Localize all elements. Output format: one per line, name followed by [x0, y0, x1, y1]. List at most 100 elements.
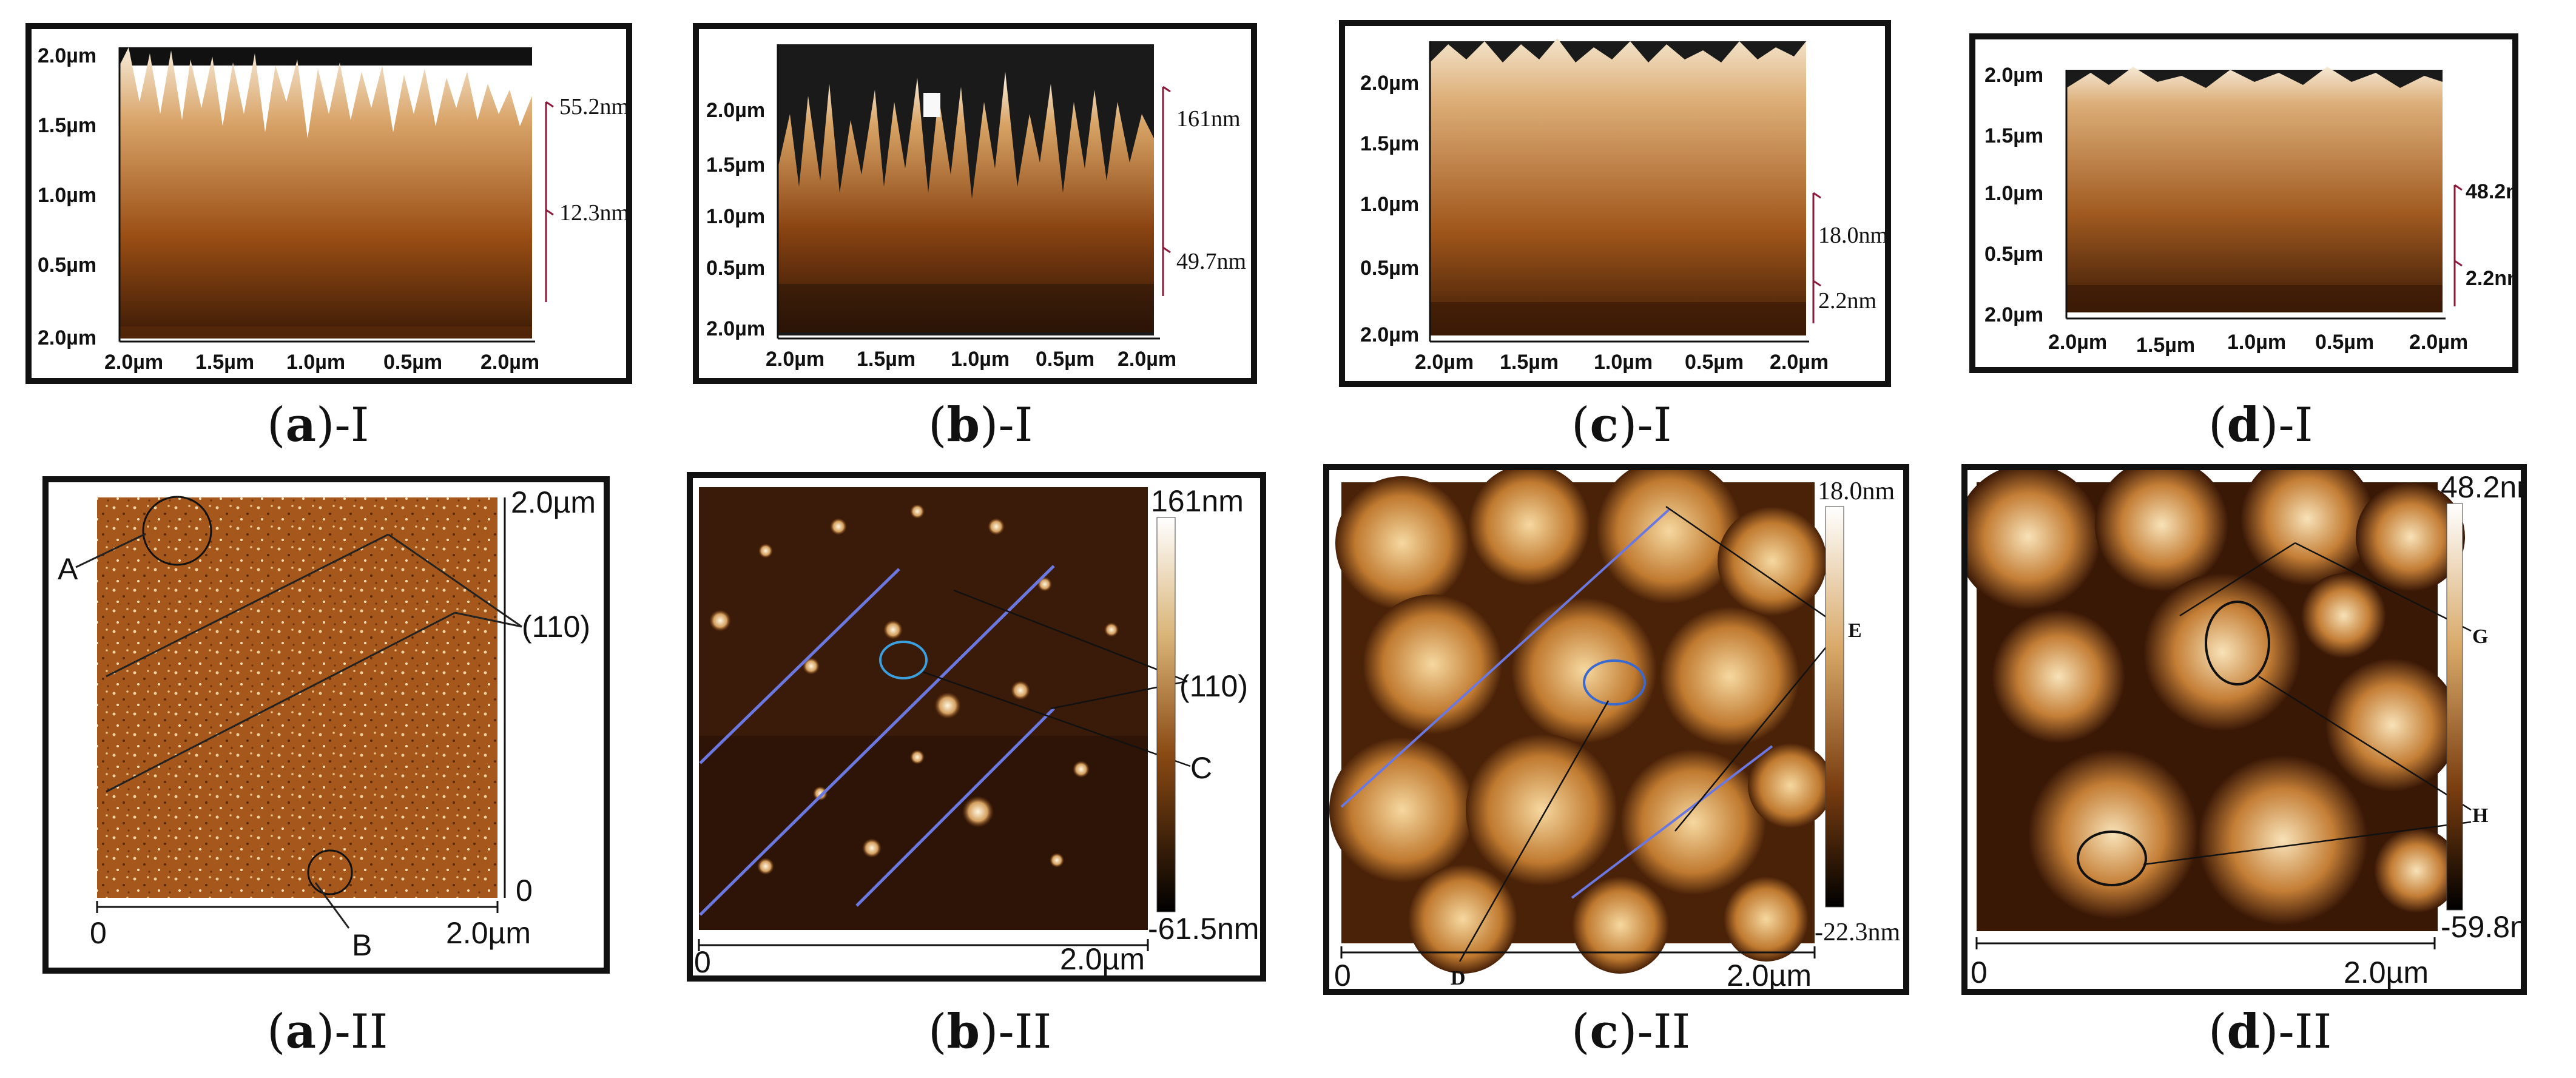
caption-b-I: (b)-I — [928, 397, 1033, 453]
caption-a-II: (a)-II — [267, 1004, 388, 1059]
panel-d-3d: 2.0µm 1.5µm 1.0µm 0.5µm 2.0µm 2.0µm 1.5µ… — [1969, 33, 2518, 373]
guide-line — [1340, 508, 1670, 808]
y-tick: 2.0µm — [1360, 323, 1419, 346]
panel-b-2d-plot: 161nm -61.5nm 0 2.0µm (110) C — [694, 484, 1259, 975]
y-tick: 2.0µm — [38, 326, 96, 349]
z-scale-high: 18.0nm — [1818, 223, 1885, 248]
panel-a-3d: 2.0µm 1.5µm 1.0µm 0.5µm 2.0µm 2.0µm 1.5µ… — [25, 23, 632, 384]
x-end-label: 2.0µm — [446, 916, 531, 950]
scale-max: 161nm — [1151, 484, 1244, 518]
x-tick: 0.5µm — [2315, 331, 2374, 354]
x-tick: 2.0µm — [766, 348, 824, 371]
caption-d-II: (d)-II — [2208, 1004, 2332, 1059]
x-tick: 2.0µm — [2048, 331, 2107, 354]
surface-topography — [1430, 38, 1806, 335]
x-start-label: 0 — [90, 916, 107, 950]
x-tick: 1.5µm — [2136, 334, 2195, 357]
z-scale-low: 12.3nm — [559, 200, 626, 226]
y-tick: 1.5µm — [706, 153, 765, 177]
x-tick: 2.0µm — [480, 351, 539, 374]
x-end-label: 2.0µm — [2344, 955, 2429, 989]
x-start-label: 0 — [1971, 955, 1988, 989]
x-start-label: 0 — [694, 945, 711, 975]
x-tick: 0.5µm — [1036, 348, 1094, 371]
region-D-marker — [1583, 659, 1646, 706]
y-tick: 2.0µm — [38, 44, 96, 67]
z-scale-low: 49.7nm — [1176, 249, 1246, 274]
x-tick: 2.0µm — [2409, 331, 2468, 354]
y-tick: 0.5µm — [706, 257, 765, 280]
caption-b-II: (b)-II — [928, 1004, 1052, 1059]
y-tick: 2.0µm — [1984, 64, 2043, 87]
z-scale-low: 2.2nm — [1818, 288, 1876, 314]
panel-c-2d-plot: 18.0nm -22.3nm 0 2.0µm E D — [1329, 470, 1900, 989]
z-scale-high: 161nm — [1176, 106, 1241, 132]
region-H-marker — [2205, 601, 2270, 686]
caption-c-I: (c)-I — [1571, 397, 1672, 453]
caption-d-I: (d)-I — [2208, 397, 2313, 453]
y-tick: 1.0µm — [1984, 182, 2043, 205]
x-tick: 1.5µm — [857, 348, 915, 371]
panel-c-2d: 18.0nm -22.3nm 0 2.0µm E D — [1323, 464, 1909, 995]
x-start-label: 0 — [1334, 958, 1351, 989]
panel-a-2d-plot: 2.0µm 0 0 2.0µm A B (110) — [58, 485, 596, 962]
z-scale-low: 2.2nm — [2466, 267, 2512, 290]
label-plane-110: (110) — [522, 610, 590, 644]
y-tick: 1.0µm — [38, 184, 96, 207]
x-tick: 1.0µm — [286, 351, 345, 374]
y-tick: 1.5µm — [1984, 124, 2043, 147]
guide-line — [855, 707, 1055, 907]
y-tick: 0.5µm — [38, 254, 96, 277]
y-tick: 2.0µm — [1360, 72, 1419, 95]
panel-b-3d-plot: 2.0µm 1.5µm 1.0µm 0.5µm 2.0µm 2.0µm 1.5µ… — [706, 44, 1246, 371]
surface-topography — [120, 47, 532, 339]
surface-topography — [778, 72, 1154, 332]
y-tick: 2.0µm — [706, 99, 765, 122]
caption-a-I: (a)-I — [267, 397, 369, 453]
x-tick: 1.5µm — [195, 351, 254, 374]
panel-d-3d-plot: 2.0µm 1.5µm 1.0µm 0.5µm 2.0µm 2.0µm 1.5µ… — [1984, 64, 2512, 357]
label-H: H — [2472, 804, 2488, 827]
scale-min: -59.8nm — [2441, 910, 2521, 944]
x-tick: 2.0µm — [1770, 351, 1829, 374]
panel-b-3d: 2.0µm 1.5µm 1.0µm 0.5µm 2.0µm 2.0µm 1.5µ… — [693, 23, 1257, 384]
caption-c-II: (c)-II — [1571, 1004, 1691, 1059]
panel-b-2d: 161nm -61.5nm 0 2.0µm (110) C — [687, 472, 1266, 982]
x-tick: 1.0µm — [1594, 351, 1653, 374]
label-D: D — [1451, 967, 1466, 989]
panel-a-2d: 2.0µm 0 0 2.0µm A B (110) — [42, 476, 610, 974]
label-G: G — [2472, 625, 2488, 648]
plot-background — [120, 47, 532, 66]
panel-c-3d: 2.0µm 1.5µm 1.0µm 0.5µm 2.0µm 2.0µm 1.5µ… — [1339, 20, 1891, 387]
y-tick: 1.5µm — [38, 114, 96, 137]
x-tick: 2.0µm — [104, 351, 163, 374]
x-end-label: 2.0µm — [1727, 958, 1812, 989]
surface-topography — [2066, 67, 2443, 312]
y-tick: 1.0µm — [1360, 193, 1419, 216]
scale-min: -22.3nm — [1815, 918, 1900, 946]
panel-d-2d-plot: 48.2nm -59.8nm 0 2.0µm G H — [1967, 470, 2521, 989]
y-tick: 0.5µm — [1360, 257, 1419, 280]
region-A-marker — [142, 496, 212, 566]
guide-line — [699, 565, 1055, 916]
x-tick: 2.0µm — [1415, 351, 1474, 374]
region-B-marker — [307, 849, 353, 895]
x-tick: 1.0µm — [951, 348, 1010, 371]
label-E: E — [1848, 619, 1862, 642]
color-scale-bar — [1825, 506, 1844, 908]
y-tick: 2.0µm — [1984, 303, 2043, 326]
label-B: B — [352, 928, 372, 962]
z-scale-high: 55.2nm — [559, 94, 626, 120]
scale-max: 48.2nm — [2441, 470, 2521, 504]
z-scale-high: 48.2nm — [2466, 180, 2512, 203]
label-A: A — [58, 552, 78, 586]
x-tick: 1.5µm — [1500, 351, 1559, 374]
y-bottom-label: 0 — [516, 874, 533, 908]
label-plane-110: (110) — [1179, 669, 1248, 703]
panel-a-3d-plot: 2.0µm 1.5µm 1.0µm 0.5µm 2.0µm 2.0µm 1.5µ… — [38, 44, 626, 374]
color-scale-bar — [2446, 503, 2463, 911]
x-end-label: 2.0µm — [1060, 942, 1145, 975]
x-tick: 2.0µm — [1118, 348, 1176, 371]
x-tick: 0.5µm — [383, 351, 442, 374]
panel-c-3d-plot: 2.0µm 1.5µm 1.0µm 0.5µm 2.0µm 2.0µm 1.5µ… — [1360, 38, 1885, 374]
